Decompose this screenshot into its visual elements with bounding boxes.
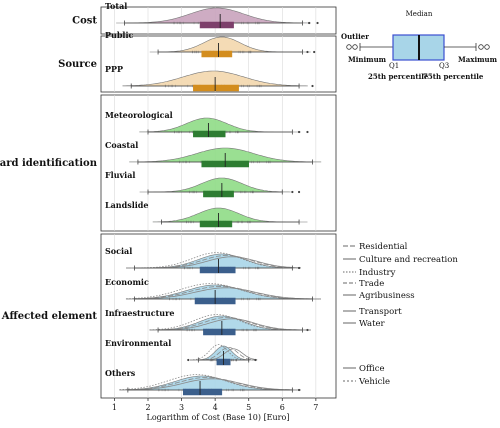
x-tick-label: 7 bbox=[313, 403, 318, 412]
outlier-point bbox=[254, 358, 257, 362]
outlier-point bbox=[308, 21, 311, 25]
outlier-point bbox=[297, 130, 301, 134]
row-label: Environmental bbox=[105, 338, 171, 348]
overlay-curve bbox=[119, 378, 301, 391]
x-axis-label: Logarithm of Cost (Base 10) [Euro] bbox=[147, 413, 290, 422]
x-axis: Logarithm of Cost (Base 10) [Euro] 1 2 3 4 5… bbox=[112, 398, 318, 422]
row-label: Social bbox=[105, 246, 132, 256]
x-tick-label: 4 bbox=[213, 403, 218, 412]
outlier-point bbox=[291, 190, 294, 194]
outlier-point bbox=[311, 84, 314, 88]
legend-item: Transport bbox=[359, 307, 402, 317]
overlay-curve bbox=[119, 376, 301, 391]
row-label: Total bbox=[105, 1, 127, 11]
row-label: Meteorological bbox=[105, 110, 173, 120]
boxplot-key-outlier-marker bbox=[484, 44, 490, 50]
legend: Residential Culture and recreation Industr… bbox=[343, 242, 458, 387]
box bbox=[201, 50, 233, 58]
row-meteorological: Meteorological bbox=[105, 110, 309, 138]
row-others: Others bbox=[105, 368, 301, 396]
legend-item: Residential bbox=[359, 242, 408, 252]
box bbox=[203, 328, 236, 336]
row-label: Infraestructure bbox=[105, 308, 174, 318]
x-tick-label: 5 bbox=[246, 403, 251, 412]
row-label: PPP bbox=[105, 64, 123, 74]
density-curve bbox=[116, 7, 311, 24]
row-label: Others bbox=[105, 368, 136, 378]
row-social: Social bbox=[105, 246, 301, 274]
row-label: Fluvial bbox=[105, 170, 135, 180]
legend-item: Vehicle bbox=[358, 377, 390, 387]
box bbox=[199, 21, 234, 29]
x-tick-label: 6 bbox=[280, 403, 285, 412]
x-tick-label: 1 bbox=[112, 403, 117, 412]
chart-rows: Total Public PPP Meteorological Coastal Fluvi… bbox=[105, 1, 322, 396]
boxplot-key-p25-label: 25th percentile bbox=[368, 72, 429, 81]
outlier-point bbox=[306, 328, 309, 332]
boxplot-key-maximum-label: Maximum bbox=[458, 55, 498, 64]
outlier-point bbox=[297, 190, 301, 194]
group-label: Hazard identification bbox=[0, 158, 98, 169]
x-tick-label: 2 bbox=[145, 403, 150, 412]
boxplot-key-minimum-label: Minimum bbox=[348, 55, 387, 64]
boxplot-key-outlier-marker bbox=[478, 44, 484, 50]
box bbox=[203, 190, 234, 198]
boxplot-key: Median Outlier Minimum Maximum Q1 Q3 25t… bbox=[341, 10, 498, 81]
boxplot-key-outlier-marker bbox=[346, 44, 352, 50]
row-label: Economic bbox=[105, 277, 149, 287]
row-economic: Economic bbox=[105, 277, 321, 305]
group-label: Cost bbox=[72, 16, 97, 27]
box bbox=[199, 266, 236, 274]
row-infraestructure: Infraestructure bbox=[105, 308, 311, 336]
row-label: Coastal bbox=[105, 140, 138, 150]
row-landslide: Landslide bbox=[105, 200, 308, 228]
row-public: Public bbox=[105, 30, 316, 58]
legend-item: Agribusiness bbox=[358, 291, 415, 301]
legend-item: Trade bbox=[359, 279, 384, 289]
row-coastal: Coastal bbox=[105, 140, 322, 168]
boxplot-key-outlier-label: Outlier bbox=[341, 32, 369, 41]
row-label: Public bbox=[105, 30, 134, 40]
overlay-curve bbox=[149, 318, 311, 331]
x-tick-label: 3 bbox=[179, 403, 184, 412]
outlier-point bbox=[297, 266, 301, 270]
group-label: Affected element bbox=[1, 311, 98, 322]
row-fluvial: Fluvial bbox=[105, 170, 301, 198]
legend-item: Water bbox=[359, 319, 386, 329]
legend-item: Industry bbox=[359, 268, 396, 278]
overlay-curve bbox=[126, 283, 321, 300]
outlier-point bbox=[313, 50, 316, 54]
box bbox=[183, 388, 223, 396]
legend-item: Culture and recreation bbox=[359, 255, 458, 265]
boxplot-key-p75-label: 75th percentile bbox=[423, 72, 484, 81]
row-environmental: Environmental bbox=[105, 338, 258, 366]
boxplot-key-q3-label: Q3 bbox=[439, 62, 449, 70]
row-ppp: PPP bbox=[105, 64, 314, 92]
row-total: Total bbox=[105, 1, 319, 29]
overlay-curve bbox=[126, 287, 321, 300]
box bbox=[193, 130, 226, 138]
box bbox=[193, 84, 239, 92]
boxplot-key-q1-label: Q1 bbox=[389, 62, 399, 70]
row-label: Landslide bbox=[105, 200, 148, 210]
group-label: Source bbox=[58, 59, 97, 70]
group-labels: Cost Source Hazard identification Affected … bbox=[0, 16, 98, 323]
boxplot-key-outlier-marker bbox=[352, 44, 358, 50]
outlier-point bbox=[187, 358, 190, 362]
overlay-curve bbox=[119, 374, 301, 391]
legend-item: Office bbox=[359, 364, 385, 374]
boxplot-key-median-label: Median bbox=[406, 10, 433, 18]
outlier-point bbox=[306, 130, 309, 134]
box bbox=[199, 220, 233, 228]
outlier-point bbox=[297, 388, 301, 392]
outlier-point bbox=[316, 21, 319, 25]
outlier-point bbox=[306, 50, 309, 54]
